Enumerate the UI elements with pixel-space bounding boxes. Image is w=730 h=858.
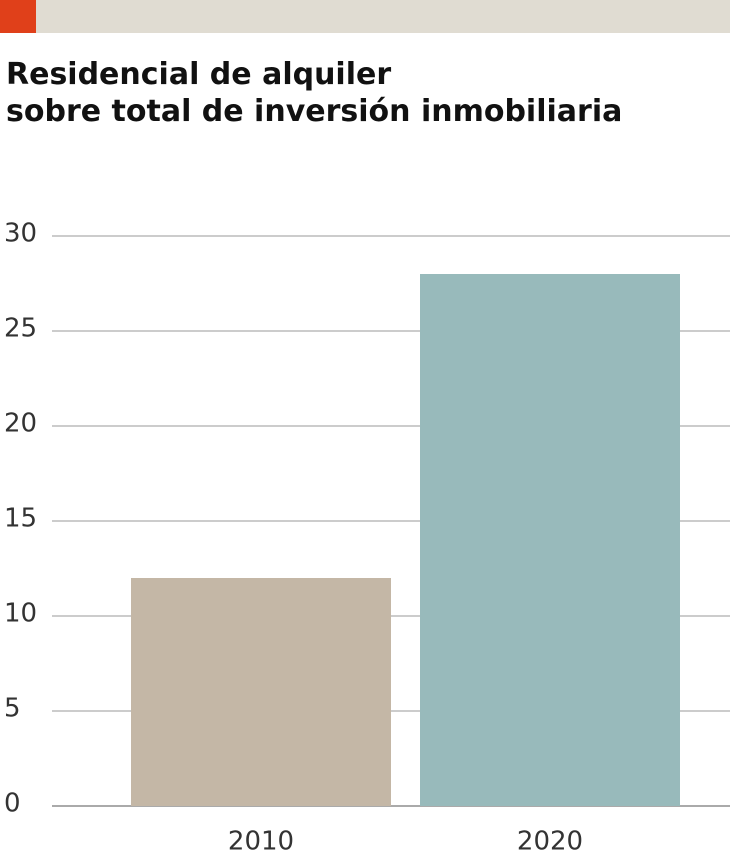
y-tick-label: 15 — [4, 504, 37, 534]
y-tick-label: 0 — [4, 789, 21, 819]
y-tick-label: 20 — [4, 409, 37, 439]
x-tick-label: 2010 — [228, 827, 294, 855]
y-tick-label: 30 — [4, 219, 37, 249]
chart-title: sobre total de inversión inmobiliaria — [6, 94, 622, 129]
chart-title: Residencial de alquiler — [6, 57, 391, 92]
x-tick-label: 2020 — [517, 827, 583, 855]
bar — [420, 274, 680, 806]
top-banner — [0, 0, 730, 33]
bar — [131, 578, 391, 806]
y-tick-label: 10 — [4, 599, 37, 629]
y-tick-label: 5 — [4, 694, 21, 724]
brand-square — [0, 0, 36, 33]
y-tick-label: 25 — [4, 314, 37, 344]
